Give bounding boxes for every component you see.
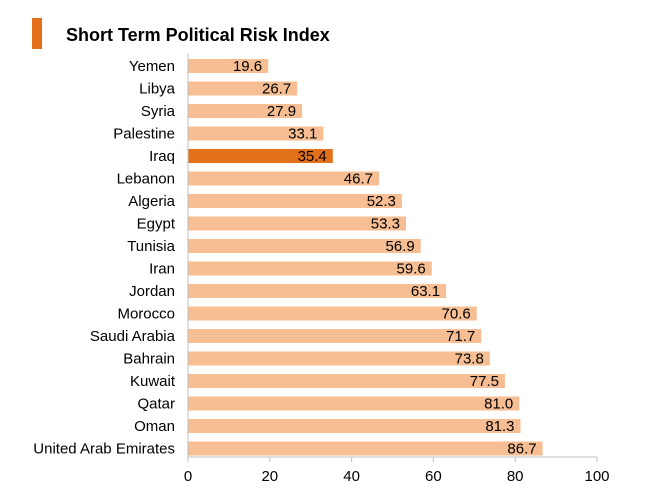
x-tick-label: 60 [425, 468, 442, 485]
category-label: Oman [134, 418, 175, 435]
category-label: Saudi Arabia [90, 328, 176, 345]
category-label: United Arab Emirates [33, 441, 175, 458]
bar [188, 351, 490, 366]
data-label: 53.3 [371, 216, 400, 233]
bar [188, 261, 432, 276]
bar-highlight [188, 149, 333, 163]
data-label: 81.0 [484, 396, 513, 413]
category-label: Kuwait [130, 373, 176, 390]
x-tick-label: 100 [584, 468, 609, 485]
data-label: 77.5 [470, 373, 499, 390]
bar [188, 306, 477, 321]
data-label: 35.4 [298, 148, 327, 165]
category-label: Jordan [129, 283, 175, 300]
data-label: 19.6 [233, 58, 262, 75]
bar [188, 194, 402, 208]
category-label: Tunisia [127, 238, 175, 255]
chart-title: Short Term Political Risk Index [66, 25, 330, 45]
x-tick-label: 20 [261, 468, 278, 485]
category-label: Iran [149, 261, 175, 278]
data-label: 52.3 [367, 193, 396, 210]
bar [188, 239, 421, 253]
title-accent-bar [32, 18, 42, 49]
data-label: 33.1 [288, 126, 317, 143]
data-label: 73.8 [455, 351, 484, 368]
bar [188, 374, 505, 388]
category-label: Yemen [129, 58, 175, 75]
bar [188, 396, 520, 411]
data-label: 56.9 [386, 238, 415, 255]
data-label: 81.3 [485, 418, 514, 435]
bar [188, 284, 447, 298]
bar [188, 104, 303, 118]
data-label: 71.7 [446, 328, 475, 345]
category-label: Morocco [117, 306, 175, 323]
x-tick-label: 80 [507, 468, 524, 485]
data-label: 27.9 [267, 103, 296, 120]
bar [188, 329, 482, 343]
data-label: 70.6 [442, 306, 471, 323]
data-label: 46.7 [344, 171, 373, 188]
bar [188, 126, 324, 141]
data-label: 26.7 [262, 81, 291, 98]
x-tick-label: 0 [184, 468, 192, 485]
x-tick-label: 40 [343, 468, 360, 485]
bar [188, 81, 298, 96]
data-label: 86.7 [507, 441, 536, 458]
bar [188, 419, 521, 433]
category-label: Libya [139, 81, 176, 98]
data-label: 59.6 [397, 261, 426, 278]
category-label: Qatar [137, 396, 175, 413]
category-label: Egypt [137, 216, 176, 233]
bar [188, 171, 380, 186]
category-label: Lebanon [117, 171, 175, 188]
category-label: Algeria [128, 193, 175, 210]
bar [188, 216, 406, 231]
data-label: 63.1 [411, 283, 440, 300]
category-label: Syria [141, 103, 176, 120]
category-label: Bahrain [123, 351, 175, 368]
category-label: Iraq [149, 148, 175, 165]
plot-area: Yemen 19.6 Libya 26.7 Syria 27.9 Palestine 33.1… [33, 54, 610, 485]
bar [188, 59, 269, 73]
bar [188, 441, 543, 456]
category-label: Palestine [113, 126, 175, 143]
